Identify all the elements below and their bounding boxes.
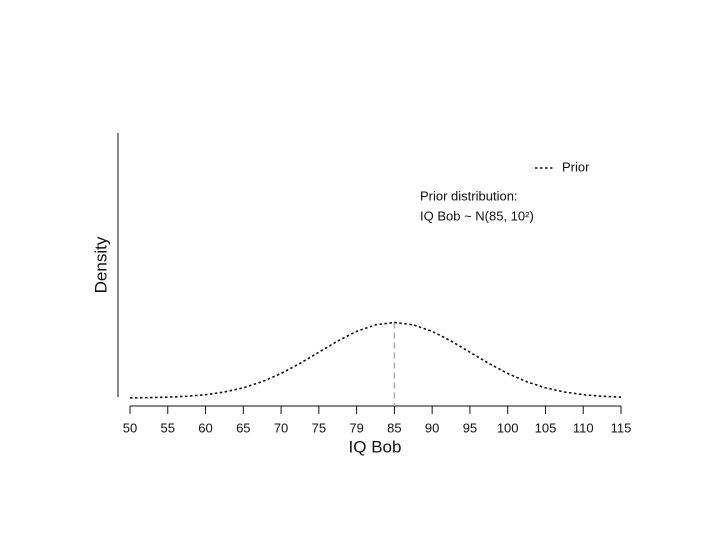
x-axis-label: IQ Bob [349, 437, 402, 456]
legend-label: Prior [562, 159, 590, 174]
x-tick-label: 90 [425, 420, 439, 435]
y-axis-label: Density [91, 236, 110, 293]
x-tick-label: 115 [611, 420, 632, 435]
x-tick-label: 110 [573, 420, 594, 435]
line-series [129, 321, 622, 399]
x-tick-label: 65 [236, 420, 250, 435]
x-tick-label: 95 [463, 420, 477, 435]
x-tick-label: 55 [161, 420, 175, 435]
annotation: IQ Bob ~ N(85, 10²) [420, 208, 534, 223]
x-tick-label: 85 [387, 420, 401, 435]
x-tick-label: 70 [274, 420, 288, 435]
x-tick-label: 50 [123, 420, 137, 435]
x-tick-label: 100 [497, 420, 519, 435]
x-tick-label: 60 [198, 420, 212, 435]
x-tick-label: 79 [349, 420, 363, 435]
x-tick-label: 75 [312, 420, 326, 435]
annotation: Prior distribution: [420, 188, 518, 203]
x-tick-label: 105 [535, 420, 557, 435]
